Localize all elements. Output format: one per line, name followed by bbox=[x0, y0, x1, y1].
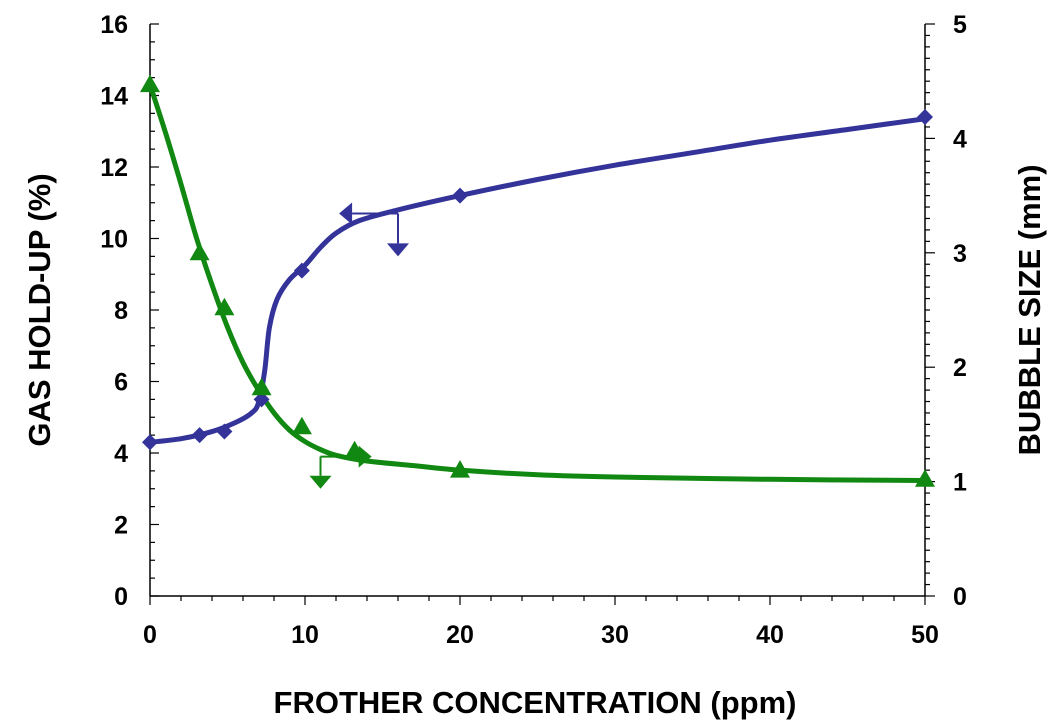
axes bbox=[149, 24, 926, 597]
left-y-tick-label: 10 bbox=[100, 226, 128, 254]
left-y-axis-title: GAS HOLD-UP (%) bbox=[22, 173, 57, 446]
x-tick-label: 40 bbox=[756, 621, 784, 649]
left-y-tick-label: 0 bbox=[114, 583, 128, 611]
right-y-tick-label: 5 bbox=[953, 11, 967, 39]
axis-indicator-arrow-head bbox=[387, 243, 409, 257]
gas-holdup-marker bbox=[142, 434, 158, 451]
gas-holdup-curve bbox=[147, 116, 928, 445]
bubble-size-marker bbox=[344, 440, 365, 459]
series-markers bbox=[140, 74, 935, 487]
left-y-tick-label: 6 bbox=[114, 369, 128, 397]
left-y-tick-label: 4 bbox=[114, 440, 128, 468]
gas-holdup-marker bbox=[452, 187, 468, 204]
x-tick-label: 50 bbox=[911, 621, 939, 649]
ticks bbox=[149, 23, 935, 605]
bubble-size-curve bbox=[147, 82, 928, 483]
x-tick-label: 10 bbox=[291, 621, 319, 649]
left-y-tick-label: 8 bbox=[114, 297, 128, 325]
left-y-tick-label: 16 bbox=[100, 11, 128, 39]
bubble-size-marker bbox=[189, 242, 210, 261]
bubble-size-marker bbox=[915, 469, 935, 487]
annotations bbox=[309, 202, 409, 489]
left-y-tick-label: 14 bbox=[100, 83, 128, 111]
right-y-axis-title: BUBBLE SIZE (mm) bbox=[1012, 164, 1047, 455]
gas-holdup-marker bbox=[253, 391, 270, 408]
gas-holdup-marker bbox=[917, 108, 933, 125]
bubble-size-marker bbox=[140, 74, 160, 93]
axis-indicator-arrow-head bbox=[339, 202, 353, 225]
series-curves bbox=[147, 82, 928, 483]
right-y-tick-label: 0 bbox=[953, 583, 967, 611]
bubble-size-marker bbox=[251, 377, 272, 396]
right-y-tick-label: 4 bbox=[953, 125, 967, 153]
gas-holdup-marker bbox=[293, 262, 310, 279]
gas-holdup-marker bbox=[191, 427, 208, 444]
x-tick-label: 20 bbox=[446, 621, 474, 649]
x-tick-label: 0 bbox=[143, 621, 157, 649]
axis-indicator-arrow-head bbox=[358, 445, 372, 468]
gas-holdup-marker bbox=[216, 423, 233, 440]
right-y-tick-label: 2 bbox=[953, 354, 967, 382]
right-y-tick-label: 3 bbox=[953, 240, 967, 268]
left-y-tick-label: 12 bbox=[100, 154, 128, 182]
x-axis-title: FROTHER CONCENTRATION (ppm) bbox=[274, 685, 797, 720]
left-y-tick-label: 2 bbox=[114, 512, 128, 540]
bubble-size-marker bbox=[450, 460, 470, 478]
right-y-tick-label: 1 bbox=[953, 469, 967, 497]
bubble-size-marker bbox=[291, 416, 312, 435]
x-tick-label: 30 bbox=[601, 621, 629, 649]
bubble-size-marker bbox=[214, 297, 235, 316]
axis-indicator-arrow-head bbox=[309, 475, 332, 489]
